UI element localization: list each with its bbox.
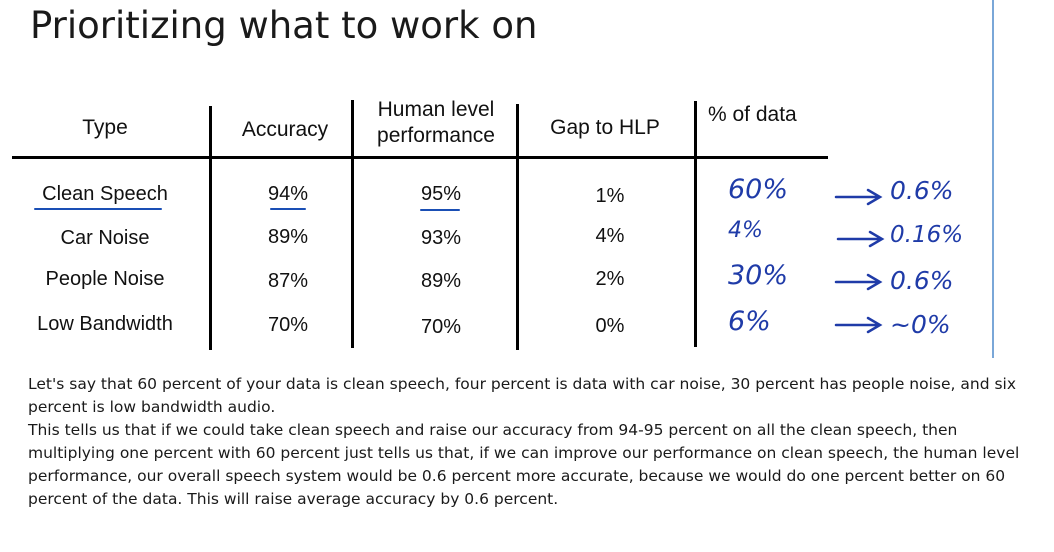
ink-result-annotation: ~0% — [890, 310, 951, 339]
row-accuracy: 94% — [267, 183, 309, 205]
row-hlp: 70% — [420, 316, 462, 338]
window-edge-rule — [992, 0, 994, 358]
row-accuracy: 87% — [267, 270, 309, 292]
row-hlp: 93% — [420, 227, 462, 249]
row-accuracy: 70% — [267, 314, 309, 336]
row-type: People Noise — [45, 268, 165, 290]
column-divider — [209, 106, 212, 350]
row-gap: 4% — [595, 225, 625, 247]
ink-underline — [420, 209, 460, 211]
ink-result-annotation: 0.6% — [890, 266, 954, 295]
ink-pct-annotation: 6% — [728, 306, 771, 337]
row-gap: 2% — [595, 268, 625, 290]
slide-title: Prioritizing what to work on — [30, 4, 538, 47]
table-header-rule — [12, 156, 828, 159]
ink-result-annotation: 0.16% — [890, 222, 964, 248]
row-accuracy: 89% — [267, 226, 309, 248]
header-accuracy: Accuracy — [241, 118, 329, 141]
transcript: Let's say that 60 percent of your data i… — [28, 373, 1028, 511]
header-human-level: Human level performance — [377, 98, 495, 147]
column-divider — [516, 104, 519, 350]
ink-arrow-icon — [834, 188, 883, 206]
ink-arrow-icon — [834, 316, 883, 334]
header-type: Type — [82, 116, 128, 139]
transcript-line: Let's say that 60 percent of your data i… — [28, 375, 1017, 416]
row-type: Low Bandwidth — [37, 313, 173, 335]
row-gap: 1% — [595, 185, 625, 207]
row-gap: 0% — [595, 315, 625, 337]
ink-result-annotation: 0.6% — [890, 176, 954, 205]
row-type: Car Noise — [60, 227, 150, 249]
row-hlp: 89% — [420, 270, 462, 292]
ink-pct-annotation: 30% — [728, 260, 789, 291]
ink-arrow-icon — [836, 230, 885, 248]
header-pct-data: % of data — [708, 103, 797, 126]
row-hlp: 95% — [420, 183, 462, 205]
column-divider — [694, 101, 697, 347]
transcript-line: This tells us that if we could take clea… — [28, 421, 1020, 508]
row-type: Clean Speech — [42, 183, 168, 205]
ink-arrow-icon — [834, 273, 883, 291]
header-gap: Gap to HLP — [550, 116, 660, 139]
ink-pct-annotation: 4% — [728, 218, 763, 243]
ink-underline — [34, 208, 162, 210]
column-divider — [351, 100, 354, 348]
ink-pct-annotation: 60% — [728, 174, 789, 205]
ink-underline — [270, 208, 306, 210]
